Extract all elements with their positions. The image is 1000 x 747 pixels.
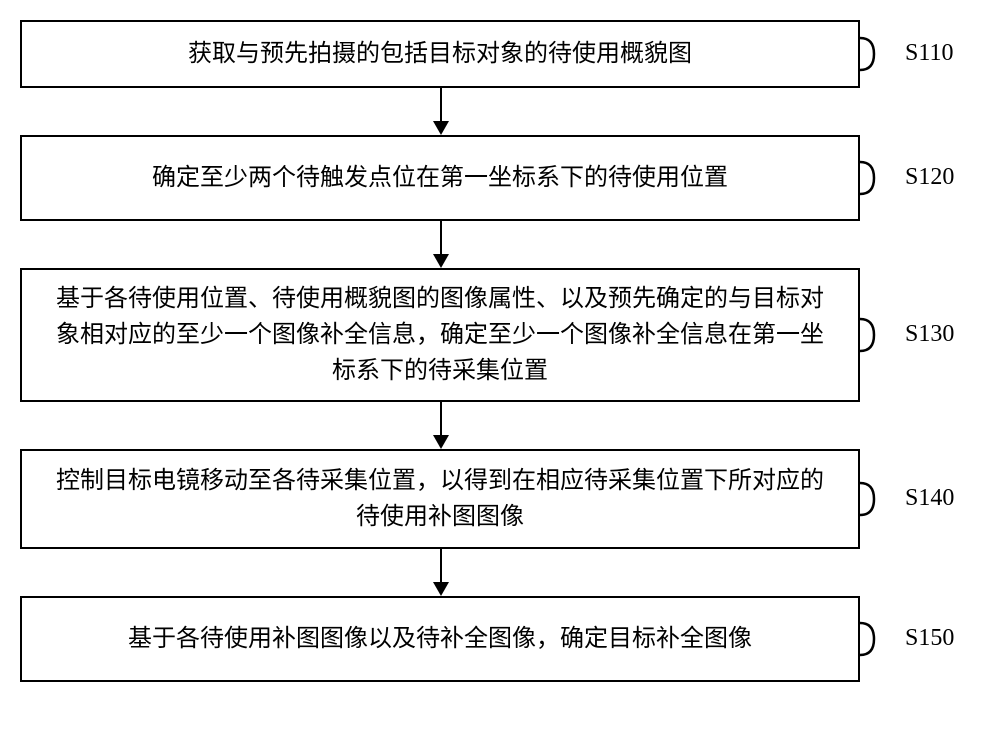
step-text-s120: 确定至少两个待触发点位在第一坐标系下的待使用位置 [152,160,728,196]
brace-svg-s130 [858,317,888,353]
step-box-s140: 控制目标电镜移动至各待采集位置，以得到在相应待采集位置下所对应的待使用补图图像 [20,449,860,549]
step-box-s110: 获取与预先拍摄的包括目标对象的待使用概貌图 [20,20,860,88]
brace-svg-s120 [858,160,888,196]
step-text-s150: 基于各待使用补图图像以及待补全图像，确定目标补全图像 [128,621,752,657]
step-label-s110: S110 [905,40,953,67]
arrow-line-4 [440,549,442,582]
arrow-head-3 [433,435,449,449]
arrow-line-1 [440,88,442,121]
step-label-s130: S130 [905,321,954,348]
step-label-s140: S140 [905,485,954,512]
arrow-line-3 [440,402,442,435]
step-text-s130: 基于各待使用位置、待使用概貌图的图像属性、以及预先确定的与目标对象相对应的至少一… [52,281,828,389]
arrow-head-1 [433,121,449,135]
step-text-s140: 控制目标电镜移动至各待采集位置，以得到在相应待采集位置下所对应的待使用补图图像 [52,463,828,535]
arrow-head-2 [433,254,449,268]
arrow-head-4 [433,582,449,596]
step-box-s150: 基于各待使用补图图像以及待补全图像，确定目标补全图像 [20,596,860,682]
step-box-s120: 确定至少两个待触发点位在第一坐标系下的待使用位置 [20,135,860,221]
step-text-s110: 获取与预先拍摄的包括目标对象的待使用概貌图 [188,36,692,72]
arrow-line-2 [440,221,442,254]
step-label-s150: S150 [905,625,954,652]
brace-svg-s110 [858,36,888,72]
step-label-s120: S120 [905,164,954,191]
step-box-s130: 基于各待使用位置、待使用概貌图的图像属性、以及预先确定的与目标对象相对应的至少一… [20,268,860,402]
brace-svg-s150 [858,621,888,657]
brace-svg-s140 [858,481,888,517]
